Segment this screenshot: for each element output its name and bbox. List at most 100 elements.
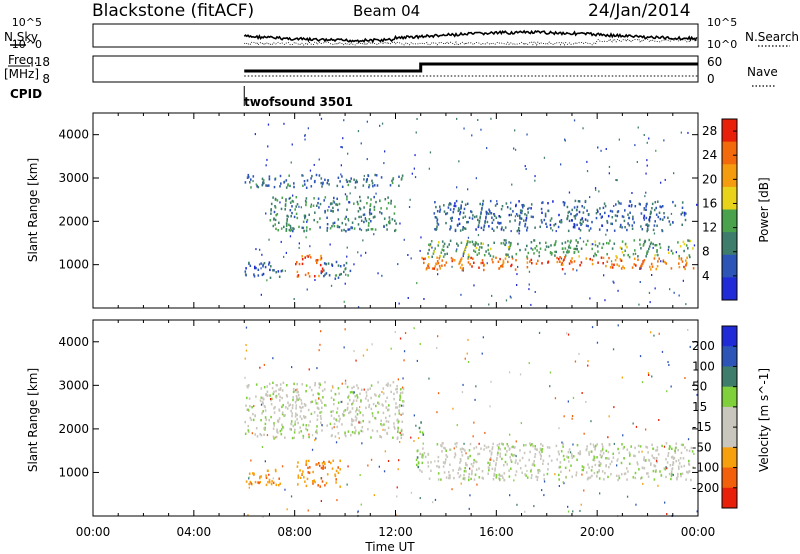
panel-1-cell: [587, 463, 589, 466]
panel-1-cell: [654, 470, 657, 473]
panel-1-cell: [532, 444, 534, 448]
panel-1-cell: [453, 476, 455, 480]
panel-1-noise-cell: [272, 477, 274, 480]
panel-0-cell: [571, 208, 573, 212]
panel-1-cell: [360, 400, 362, 403]
colorbar-0-tick-label: 28: [702, 124, 717, 138]
panel-1-cell: [499, 455, 501, 458]
panel-0-cell: [573, 224, 576, 227]
panel-1-noise-cell: [319, 464, 321, 467]
panel-1-cell: [293, 382, 295, 386]
panel-1-noise-cell: [281, 465, 284, 468]
panel-0-cell: [497, 260, 500, 263]
panel-0-cell: [519, 214, 521, 217]
panel-0-cell: [544, 212, 547, 215]
panel-1-cell: [519, 459, 521, 462]
panel-0-cell: [391, 218, 394, 221]
panel-0-cell: [684, 267, 686, 271]
panel-0-cell: [661, 205, 664, 208]
panel-1-cell: [418, 426, 421, 430]
panel-1-cell: [305, 424, 308, 427]
panel-0-cell: [470, 210, 472, 213]
panel-1-noise-cell: [558, 485, 560, 487]
panel-1-cell: [537, 469, 539, 472]
panel-0-noise-cell: [530, 303, 532, 306]
panel-0-cell: [510, 213, 512, 217]
panel-1-cell: [671, 468, 673, 471]
panel-1-noise-cell: [410, 436, 412, 439]
panel-0-cell: [359, 199, 362, 203]
panel-0-cell: [471, 217, 474, 220]
panel-1-noise-cell: [648, 374, 650, 376]
panel-1-noise-cell: [413, 440, 415, 442]
panel-1-cell: [534, 447, 536, 451]
colorbar-0-tick-label: 8: [702, 245, 710, 259]
panel-0-cell: [273, 210, 276, 214]
panel-0-cell: [309, 256, 312, 259]
panel-1-cell: [599, 464, 601, 467]
panel-0-cell: [630, 205, 633, 208]
panel-1-cell: [259, 433, 261, 436]
panel-0-cell: [481, 246, 483, 249]
panel-1-noise-cell: [478, 442, 480, 445]
panel-0-noise-cell: [648, 291, 651, 294]
panel-0-noise-cell: [280, 240, 282, 243]
panel-1-cell: [254, 433, 256, 436]
panel-0-cell: [301, 226, 304, 229]
panel-1-noise-cell: [585, 401, 587, 403]
panel-1-cell: [268, 418, 270, 422]
panel-1-cell: [639, 445, 642, 448]
panel-0-noise-cell: [458, 160, 460, 163]
panel-1-noise-cell: [314, 439, 316, 442]
panel-1-cell: [498, 473, 501, 476]
panel-0-cell: [319, 202, 322, 206]
panel-1-cell: [260, 387, 263, 390]
panel-1-cell: [653, 464, 655, 467]
panel-0-cell: [365, 180, 368, 183]
panel-0-cell: [672, 252, 674, 255]
panel-1-cell: [525, 474, 527, 477]
panel-1-cell: [422, 433, 425, 436]
panel-1-cell: [576, 458, 578, 461]
panel-0-cell: [455, 199, 458, 203]
panel-0-cell: [274, 206, 277, 209]
panel-1-cell: [638, 450, 640, 454]
panel-1-cell: [295, 395, 298, 398]
panel-1-cell: [341, 413, 344, 416]
panel-1-cell: [442, 442, 444, 445]
panel-0-cell: [525, 219, 527, 222]
panel-0-cell: [388, 216, 391, 219]
panel-0-cell: [580, 261, 583, 264]
panel-1-cell: [318, 386, 321, 389]
panel-0-noise-cell: [416, 282, 418, 285]
panel-0-cell: [314, 211, 316, 214]
panel-0-noise-cell: [437, 273, 439, 276]
panel-1-cell: [247, 408, 249, 411]
panel-0-noise-cell: [661, 218, 663, 221]
panel-1-cell: [675, 442, 678, 445]
panel-0-cell: [284, 204, 287, 208]
panel-0-cell: [448, 243, 450, 246]
panel-0-cell: [350, 177, 352, 180]
panel-0-cell: [472, 257, 474, 260]
panel-1-cell: [588, 451, 590, 454]
panel-0-noise-cell: [410, 257, 412, 260]
panel-0-cell: [656, 249, 658, 252]
panel-0-noise-cell: [436, 220, 438, 223]
panel-0-cell: [244, 273, 247, 276]
panel-1-cell: [273, 424, 275, 427]
panel-0-cell: [610, 222, 612, 225]
panel-1-cell: [531, 474, 533, 477]
panel-0-cell: [515, 252, 518, 256]
panel-1-cell: [303, 476, 305, 479]
panel-0-cell: [503, 239, 506, 242]
panel-1-cell: [546, 472, 549, 476]
panel-0-cell: [386, 228, 388, 231]
panel-0-cell: [313, 218, 315, 222]
panel-0-noise-cell: [304, 138, 306, 141]
panel-1-cell: [314, 480, 316, 484]
panel-1-cell: [272, 481, 275, 484]
panel-0-noise-cell: [517, 265, 519, 268]
panel-0-cell: [335, 274, 337, 277]
panel-1-cell: [320, 466, 323, 470]
